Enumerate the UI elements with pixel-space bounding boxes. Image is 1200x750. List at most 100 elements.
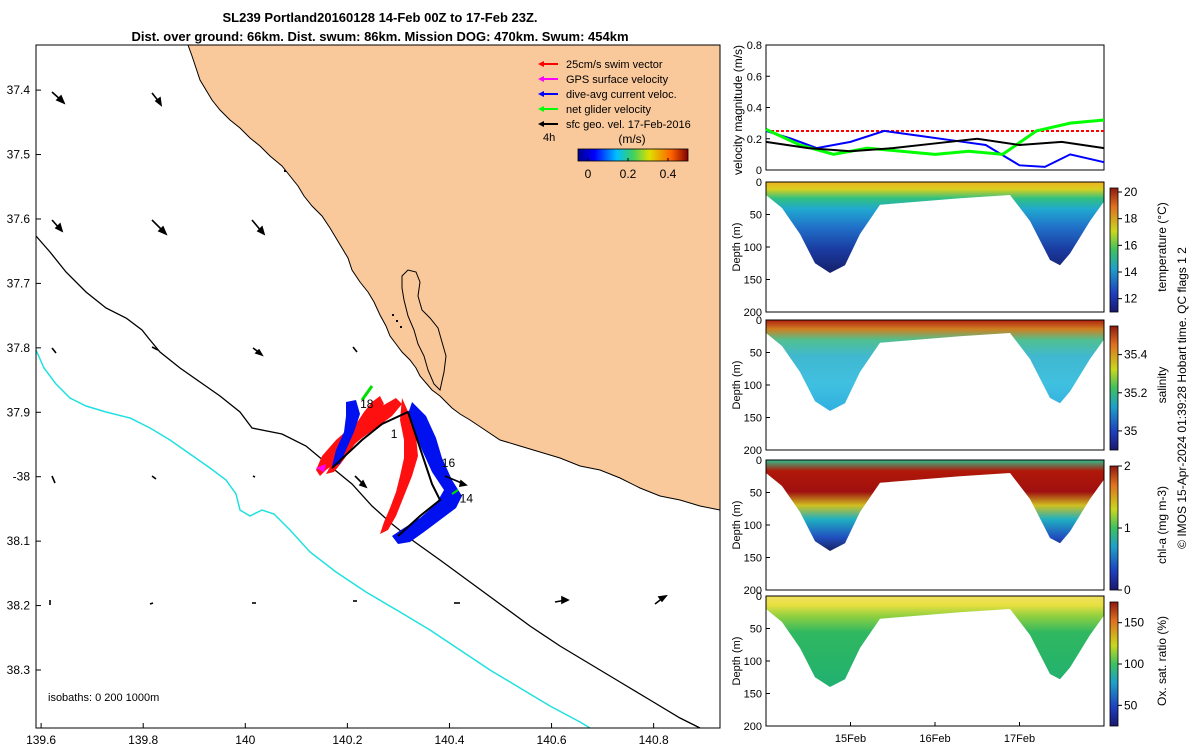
chart-subtitle: Dist. over ground: 66km. Dist. swum: 86k…: [131, 29, 628, 44]
isobaths-label: isobaths: 0 200 1000m: [48, 692, 159, 704]
map-axis-ticks: 37.4 37.5 37.6 37.7 37.8 37.9 -38 38.1 38.2 38.3 1…: [7, 83, 669, 747]
depth-tick-label: 200: [744, 307, 762, 319]
lat-tick-label: 37.6: [7, 212, 31, 226]
cbar-label: salinity: [1155, 367, 1169, 404]
depth-tick-label: 0: [756, 177, 762, 189]
lat-tick-label: 38.2: [7, 599, 31, 613]
lon-tick-label: 140.2: [332, 733, 362, 747]
net-velocity-arrow: [360, 385, 374, 401]
map-panel: 37.4 37.5 37.6 37.7 37.8 37.9 -38 38.1 38.2 38.3 1…: [7, 44, 721, 747]
section-colorbar: [1109, 601, 1119, 727]
depth-tick-label: 200: [744, 721, 762, 733]
velocity-yaxis: 0 0.2 0.4 0.6 0.8: [747, 40, 770, 177]
cbar-tick-label: 20: [1124, 185, 1138, 199]
cbar-label: chl-a (mg m-3): [1155, 486, 1169, 564]
date-tick-label: 17Feb: [1004, 733, 1035, 745]
legend-label: GPS surface velocity: [566, 74, 669, 86]
section-field: [766, 460, 1104, 551]
track-number-label: 18: [360, 397, 374, 411]
credit-text: © IMOS 15-Apr-2024 01:39:28 Hobart time.…: [1175, 247, 1189, 549]
net-velocity-arrow-2: [451, 489, 459, 495]
cbar-tick-label: 35.4: [1124, 348, 1148, 362]
track-number-label: 16: [442, 456, 456, 470]
depth-tick-label: 100: [744, 520, 762, 532]
date-axis: 15Feb 16Feb 17Feb: [835, 722, 1035, 745]
lat-tick-label: 37.4: [7, 83, 31, 97]
velocity-tick-label: 0.4: [747, 103, 762, 115]
section-field: [766, 182, 1104, 273]
depth-ylabel: Depth (m): [731, 361, 743, 410]
cbar-tick-label: 100: [1124, 657, 1144, 671]
isobath-200m: [35, 235, 701, 729]
chart-title: SL239 Portland20160128 14-Feb 00Z to 17-…: [222, 10, 537, 25]
section-colorbar: [1109, 187, 1119, 313]
velocity-series-line: [765, 129, 1105, 168]
section-panel-temperature: 0 50 100 150 200 Depth (m) 12 14 16 18 20 temperatu…: [731, 177, 1169, 319]
section-panel-salinity: 0 50 100 150 200 Depth (m) 35 35.2 35.4 salinity: [731, 315, 1169, 457]
cbar-tick-label: 12: [1124, 292, 1138, 306]
velocity-series: [765, 118, 1105, 168]
lat-tick-label: 38.1: [7, 534, 31, 548]
section-colorbar: [1109, 325, 1119, 451]
map-frame: [35, 44, 721, 729]
depth-ylabel: Depth (m): [731, 637, 743, 686]
date-tick-label: 15Feb: [835, 733, 866, 745]
cbar-label: Ox. sat. ratio (%): [1155, 616, 1169, 706]
depth-tick-label: 100: [744, 656, 762, 668]
velocity-panel: 0 0.2 0.4 0.6 0.8 velocity magnitude (m/s): [731, 40, 1105, 177]
legend-arrowhead: [538, 61, 544, 67]
legend-label: sfc geo. vel. 17-Feb-2016: [566, 119, 691, 131]
map-legend: 25cm/s swim vector GPS surface velocity di…: [538, 59, 691, 181]
cbar-tick-label: 18: [1124, 212, 1138, 226]
legend-arrowhead: [538, 76, 544, 82]
depth-tick-label: 50: [750, 624, 762, 636]
colorbar-tick-label: 0.4: [660, 167, 677, 181]
cbar-tick-label: 1: [1124, 521, 1131, 535]
lon-tick-label: 139.6: [26, 733, 56, 747]
cbar-tick-label: 35: [1124, 424, 1138, 438]
lon-tick-label: 139.8: [128, 733, 158, 747]
track-number-label: 14: [460, 491, 474, 505]
legend-arrowhead: [538, 121, 544, 127]
colorbar-tick-label: 0: [585, 167, 592, 181]
velocity-tick-label: 0: [756, 165, 762, 177]
lon-tick-label: 140.6: [537, 733, 567, 747]
lat-tick-label: 37.8: [7, 341, 31, 355]
velocity-ylabel: velocity magnitude (m/s): [731, 45, 745, 175]
cbar-tick-label: 0: [1124, 583, 1131, 597]
section-panel-oxygen: 0 50 100 150 200 Depth (m) 50 100 150 Ox. sat. ra…: [731, 591, 1169, 733]
depth-tick-label: 150: [744, 413, 762, 425]
lat-tick-label: 38.3: [7, 663, 31, 677]
gps-arrow: [316, 464, 326, 472]
depth-ylabel: Depth (m): [731, 223, 743, 272]
depth-tick-label: 50: [750, 348, 762, 360]
track-labels: 18 1 16 14: [360, 397, 473, 506]
lat-tick-label: -38: [13, 470, 31, 484]
depth-tick-label: 150: [744, 275, 762, 287]
legend-arrowhead: [538, 91, 544, 97]
cbar-label: temperature (°C): [1155, 202, 1169, 292]
colorbar-title: (m/s): [618, 132, 645, 146]
legend-label: 25cm/s swim vector: [566, 59, 663, 71]
section-panel-chla: 0 50 100 150 200 Depth (m) 0 1 2 chl-a (mg m-3): [731, 455, 1169, 597]
isobath-1000m: [35, 349, 591, 729]
cbar-tick-label: 50: [1124, 698, 1138, 712]
section-colorbar: [1109, 465, 1119, 591]
colorbar-tick-label: 0.2: [620, 167, 637, 181]
cbar-tick-label: 14: [1124, 265, 1138, 279]
velocity-tick-label: 0.2: [747, 134, 762, 146]
cbar-tick-label: 16: [1124, 238, 1138, 252]
legend-label: dive-avg current veloc.: [566, 89, 677, 101]
section-field: [766, 320, 1104, 411]
depth-tick-label: 150: [744, 689, 762, 701]
depth-ylabel: Depth (m): [731, 501, 743, 550]
depth-tick-label: 0: [756, 591, 762, 603]
current-swarm: [332, 400, 360, 466]
depth-tick-label: 100: [744, 380, 762, 392]
velocity-series-line: [765, 137, 1105, 153]
legend-label: net glider velocity: [566, 104, 651, 116]
depth-tick-label: 0: [756, 315, 762, 327]
lon-tick-label: 140.8: [639, 733, 669, 747]
depth-tick-label: 150: [744, 553, 762, 565]
